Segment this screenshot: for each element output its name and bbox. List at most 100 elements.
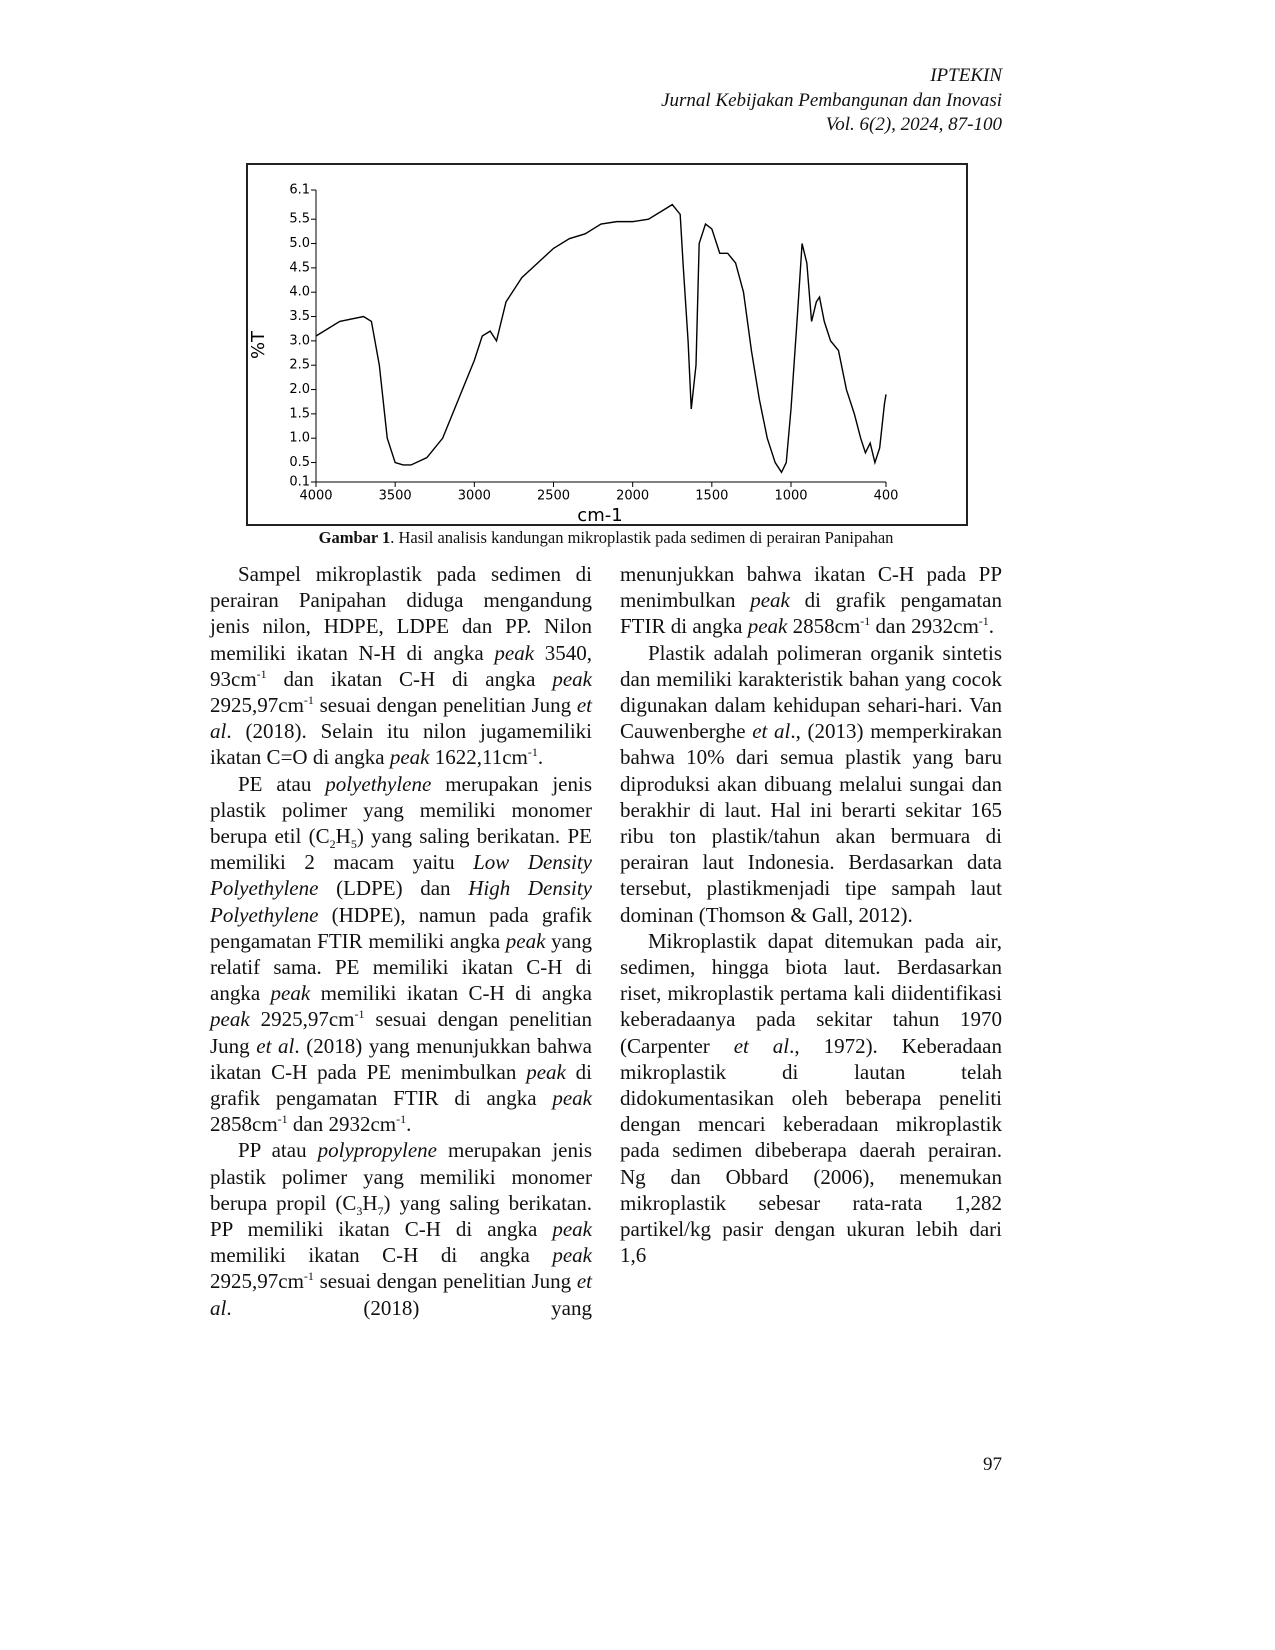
x-tick-label: 1500 [695,489,728,504]
text-run: 2858cm [210,1112,278,1137]
journal-header: IPTEKIN Jurnal Kebijakan Pembangunan dan… [661,64,1002,138]
text-run: peak [270,981,311,1006]
text-run: peak [747,614,788,639]
text-run: 2925,97cm [249,1007,355,1032]
text-run: dan 2932cm [870,614,979,639]
text-run: peak [526,1059,566,1084]
text-column: Sampel mikroplastik pada sedimen di pera… [210,561,592,1321]
paragraph: Sampel mikroplastik pada sedimen di pera… [210,561,592,771]
text-run: . [406,1112,412,1137]
paragraph: menunjukkan bahwa ikatan C-H pada PP men… [620,561,1002,640]
text-run: -1 [303,1269,314,1284]
x-tick-label: 400 [874,489,899,504]
paragraph: PE atau polyethylene merupakan jenis pla… [210,771,592,1138]
text-run: PE atau [238,771,326,796]
x-tick-label: 4000 [299,489,332,504]
text-run: -1 [354,1007,365,1022]
caption-label: Gambar 1 [318,528,391,547]
text-run: . (2018) yang menunjukkan bahwa ikatan C… [210,1033,592,1084]
text-run: polyethylene [325,771,432,796]
x-tick-label: 2000 [616,489,649,504]
text-run: -1 [978,614,989,629]
text-run: -1 [277,1112,288,1127]
text-run: -1 [256,666,267,681]
spectrum-line [315,203,887,474]
text-run: 3 [356,1204,363,1219]
text-run: 2925,97cm [210,1269,304,1294]
text-run: 2925,97cm [210,693,304,718]
text-run: -1 [303,693,314,708]
text-run: (HDPE), namun pada grafik pengamatan FTI… [210,902,592,953]
text-run: merupakan jenis plastik polimer yang mem… [210,1138,592,1215]
text-run: ) yang saling berikatan. PP memiliki ika… [210,1190,593,1242]
figure-frame [246,163,968,526]
text-run: sesuai dengan penelitian Jung [313,1269,577,1294]
y-tick-label: 0.1 [289,475,310,490]
text-run: di grafik pengamatan FTIR di angka [210,1059,592,1111]
text-run: High Density Polyethylene [210,876,592,927]
text-run: . [988,614,995,639]
text-run: polypropylene [317,1138,437,1163]
y-tick-label: 3.5 [289,309,310,324]
text-run: memiliki ikatan C-H di angka [310,981,592,1006]
text-run: -1 [527,745,538,760]
text-run: PP atau [238,1138,318,1163]
text-run: et al [733,1033,790,1058]
text-run: peak [750,588,790,613]
text-run: 1622,11cm [429,745,528,770]
text-run: -1 [860,614,871,629]
text-run: . (2018) yang [226,1295,592,1320]
text-run: Sampel mikroplastik pada sedimen di pera… [210,562,592,665]
text-run: et al [256,1033,295,1058]
text-run: yang relatif sama. PE memiliki ikatan C-… [210,928,592,1006]
text-column: menunjukkan bahwa ikatan C-H pada PP men… [620,561,1002,1268]
text-run: ., 1972). Keberadaan mikroplastik di lau… [620,1033,1002,1268]
text-run: peak [494,640,535,665]
text-run: -1 [396,1112,407,1127]
text-run: 2858cm [787,614,861,639]
text-run: Plastik adalah polimeran organik sinteti… [620,640,1002,744]
y-tick-label: 0.5 [289,455,310,470]
text-run: Low Density Polyethylene [210,850,593,901]
text-run: peak [552,1086,592,1111]
x-tick-label: 3500 [379,489,412,504]
text-run: dan ikatan C-H di angka [266,666,553,691]
paragraph: PP atau polypropylene merupakan jenis pl… [210,1137,592,1320]
text-run: 7 [377,1204,384,1219]
paragraph: Plastik adalah polimeran organik sinteti… [620,640,1002,928]
x-tick-label: 2500 [537,489,570,504]
y-axis-label: %T [248,330,269,359]
text-run: peak [210,1007,250,1032]
header-line: Vol. 6(2), 2024, 87-100 [825,114,1002,135]
text-run: dan 2932cm [287,1112,397,1137]
header-line: IPTEKIN [930,65,1002,86]
text-run: ., (2013) memperkirakan bahwa 10% dari s… [620,719,1002,927]
y-tick-label: 5.0 [289,236,310,251]
header-line: Jurnal Kebijakan Pembangunan dan Inovasi [661,89,1002,111]
caption-text: . Hasil analisis kandungan mikroplastik … [390,528,894,547]
ftir-chart: cm-1 %T 0.1 0.5 1.0 1.5 2.0 2.5 3.0 3.5 4.0 4.5 5.… [246,163,968,526]
text-run: peak [505,928,546,953]
text-run: peak [552,1243,592,1268]
text-run: sesuai dengan penelitian Jung [210,1007,593,1058]
x-tick-label: 1000 [774,489,807,504]
y-tick-label: 6.1 [289,183,310,198]
y-tick-label: 2.5 [289,358,310,373]
paragraph: Mikroplastik dapat ditemukan pada air, s… [620,928,1002,1269]
text-run: di grafik pengamatan FTIR di angka [620,588,1002,639]
text-run: Mikroplastik dapat ditemukan pada air, s… [620,928,1002,1058]
y-tick-label: 4.0 [289,285,310,300]
y-tick-label: 1.5 [289,406,310,421]
text-run: (LDPE) dan [318,876,469,901]
text-run: merupakan jenis plastik polimer yang mem… [210,771,593,849]
y-tick-label: 5.5 [289,212,310,227]
y-tick-label: 2.0 [289,382,310,397]
text-run: peak [389,745,430,770]
x-tick-label: 3000 [458,489,491,504]
text-run: . (2018). Selain itu nilon jugamemiliki … [210,719,592,770]
text-run: memiliki ikatan C-H di angka [210,1243,553,1268]
x-axis-label: cm-1 [577,505,622,526]
text-run: et al [210,1269,592,1320]
text-run: 3540, 93cm [210,640,592,691]
